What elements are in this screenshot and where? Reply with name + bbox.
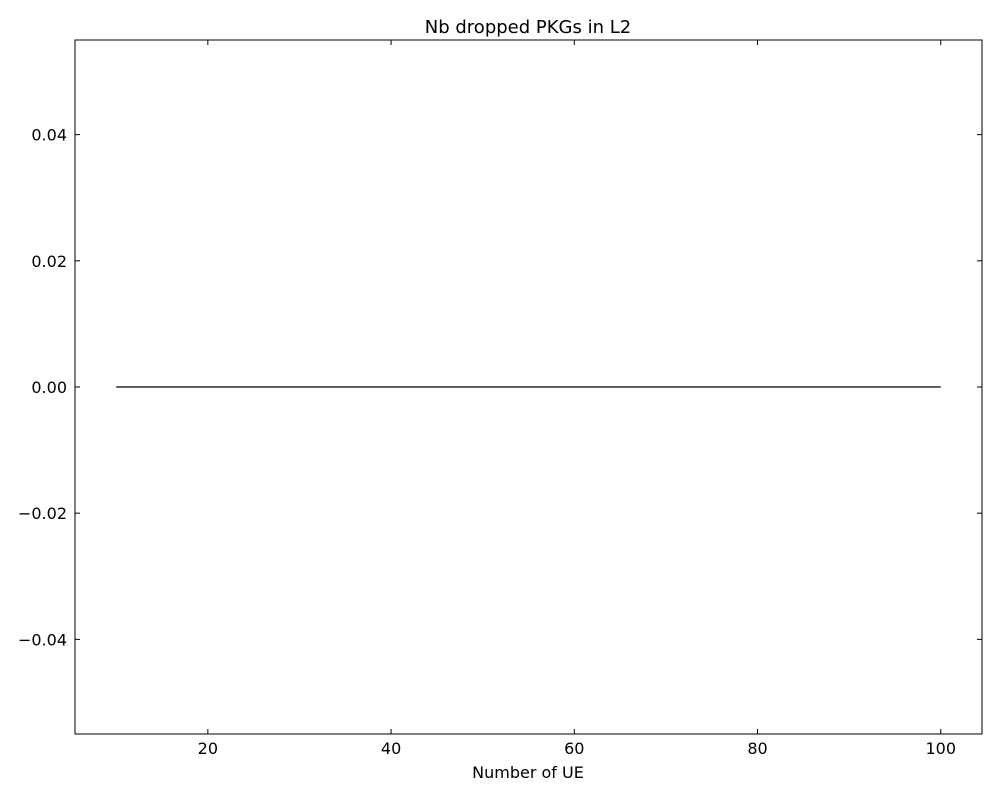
y-tick-label: 0.00	[31, 378, 67, 397]
chart-title: Nb dropped PKGs in L2	[425, 17, 631, 38]
x-axis-label: Number of UE	[472, 763, 584, 782]
x-tick-label: 60	[564, 739, 584, 758]
y-tick-label: 0.04	[31, 126, 67, 145]
y-tick-label: −0.02	[18, 504, 67, 523]
y-tick-label: −0.04	[18, 630, 67, 649]
x-tick-label: 80	[747, 739, 767, 758]
x-tick-label: 40	[381, 739, 401, 758]
ticks: 20 40 60 80 100 −0.04 −0.02 0.00 0.02 0.04	[18, 40, 982, 758]
x-tick-label: 100	[925, 739, 956, 758]
y-tick-label: 0.02	[31, 252, 67, 271]
x-tick-label: 20	[198, 739, 218, 758]
